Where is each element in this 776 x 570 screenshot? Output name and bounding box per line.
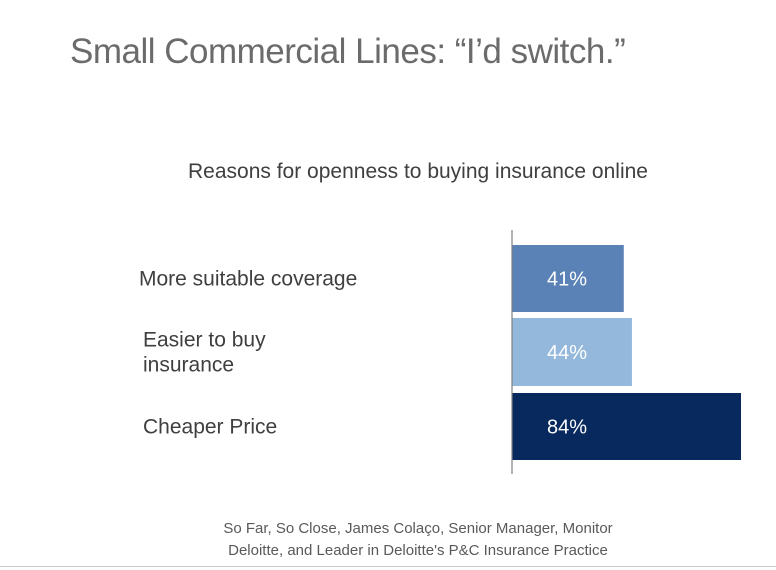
bottom-divider: [0, 566, 776, 567]
category-label-line: insurance: [143, 354, 234, 377]
category-label-line: Easier to buy: [143, 329, 266, 352]
category-labels-group: More suitable coverage Easier to buy insur…: [139, 268, 357, 439]
source-line-1: So Far, So Close, James Colaço, Senior M…: [223, 520, 613, 537]
bar-value-label-2: 44%: [547, 342, 587, 364]
source-citation: So Far, So Close, James Colaço, Senior M…: [0, 518, 776, 562]
bar-2: [512, 318, 632, 386]
bars-group: 41% 44% 84%: [512, 245, 741, 460]
chart-title: Reasons for openness to buying insurance…: [188, 160, 648, 183]
category-label-line: More suitable coverage: [139, 268, 357, 291]
category-label-3: Cheaper Price: [143, 416, 277, 439]
bar-value-label-1: 41%: [547, 269, 587, 291]
bar-1: [512, 245, 624, 312]
bar-value-label-3: 84%: [547, 417, 587, 439]
category-label-line: Cheaper Price: [143, 416, 277, 439]
slide-title: Small Commercial Lines: “I’d switch.”: [70, 32, 626, 71]
category-label-1: More suitable coverage: [139, 268, 357, 291]
bar-3: [512, 393, 741, 460]
category-label-2: Easier to buy insurance: [143, 329, 266, 377]
source-line-2: Deloitte, and Leader in Deloitte's P&C I…: [228, 542, 608, 559]
